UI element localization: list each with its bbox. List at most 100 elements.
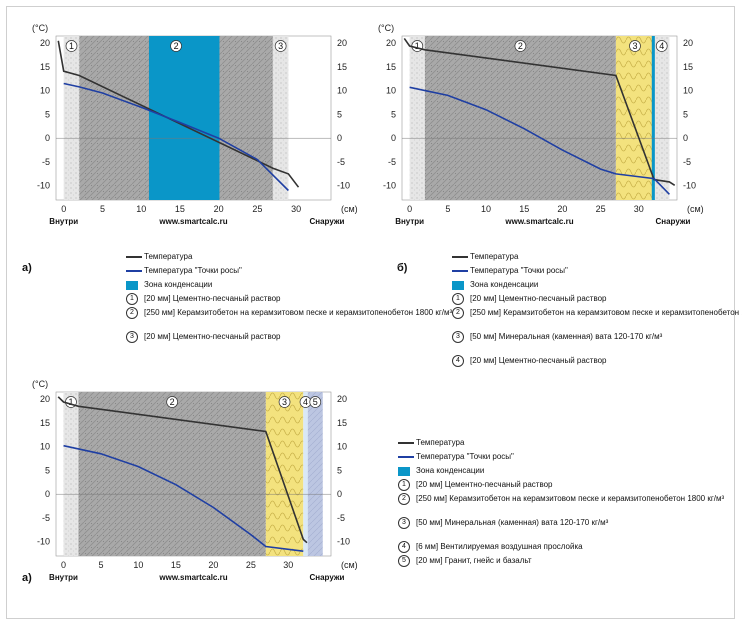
legend-item: 2 [250 мм] Керамзитобетон на керамзитовом… bbox=[126, 306, 452, 330]
legend-text: [20 мм] Цементно-песчаный раствор bbox=[416, 480, 553, 489]
panel-label-a-bottom: а) bbox=[22, 572, 32, 584]
legend-text: Температура bbox=[470, 252, 519, 261]
site-label: www.smartcalc.ru bbox=[504, 217, 573, 226]
layer-marker-1: 1 bbox=[65, 40, 78, 52]
legend-item: Температура "Точки росы" bbox=[126, 264, 351, 278]
legend-item: 3 [20 мм] Цементно-песчаный раствор bbox=[126, 330, 351, 344]
legend-item: 1 [20 мм] Цементно-песчаный раствор bbox=[398, 478, 728, 492]
y-tick-right: 15 bbox=[337, 62, 347, 72]
legend-text: Температура "Точки росы" bbox=[144, 266, 242, 275]
legend-item: 5 [20 мм] Гранит, гнейс и базальт bbox=[398, 554, 728, 568]
layer-number: 4 bbox=[303, 397, 308, 407]
y-tick-right: 10 bbox=[337, 86, 347, 96]
legend-number-icon: 1 bbox=[398, 479, 410, 491]
layer-marker-3: 3 bbox=[274, 40, 287, 52]
legend-number-icon: 1 bbox=[126, 293, 138, 305]
dew-point-line bbox=[409, 86, 670, 195]
x-tick: 25 bbox=[246, 560, 256, 570]
y-tick-right: 15 bbox=[683, 62, 693, 72]
y-axis-unit-label: (°C) bbox=[32, 379, 48, 389]
legend-text: [20 мм] Цементно-песчаный раствор bbox=[144, 294, 281, 303]
y-tick-left: 20 bbox=[386, 38, 396, 48]
layer-marker-3: 3 bbox=[629, 40, 641, 52]
dew-point-line bbox=[63, 444, 304, 552]
x-tick: 15 bbox=[175, 204, 185, 214]
legend-item: Температура bbox=[452, 250, 722, 264]
y-tick-right: 20 bbox=[337, 394, 347, 404]
legend-item: Температура bbox=[126, 250, 351, 264]
legend-text: [20 мм] Гранит, гнейс и базальт bbox=[416, 556, 532, 565]
legend-number-icon: 3 bbox=[126, 331, 138, 343]
legend-number-icon: 4 bbox=[452, 355, 464, 367]
legend-item: 2 [250 мм] Керамзитобетон на керамзитовом… bbox=[398, 492, 728, 516]
legend-text: Температура "Точки росы" bbox=[416, 452, 514, 461]
legend-number-icon: 5 bbox=[398, 555, 410, 567]
legend-swatch-line bbox=[452, 256, 468, 258]
x-tick: 25 bbox=[596, 204, 606, 214]
chart-panel-b-top: 1 2 3 4 20 20 15 15 10 10 5 5 0 0 -5 -5 -10 -10 0 5 10 15 20 25… bbox=[378, 23, 704, 226]
y-tick-left: 15 bbox=[40, 418, 50, 428]
y-tick-left: -5 bbox=[388, 157, 396, 167]
x-tick: 15 bbox=[171, 560, 181, 570]
layer-3 bbox=[272, 36, 289, 200]
y-tick-right: 5 bbox=[683, 109, 688, 119]
y-tick-right: 10 bbox=[683, 86, 693, 96]
y-tick-right: 0 bbox=[683, 133, 688, 143]
y-tick-left: 15 bbox=[40, 62, 50, 72]
y-tick-left: 10 bbox=[40, 442, 50, 452]
legend-text: [50 мм] Минеральная (каменная) вата 120-… bbox=[470, 332, 663, 341]
legend-text: [250 мм] Керамзитобетон на керамзитовом … bbox=[144, 308, 453, 317]
y-tick-left: 5 bbox=[45, 465, 50, 475]
panel-label-a-top: а) bbox=[22, 262, 32, 274]
x-tick: 5 bbox=[98, 560, 103, 570]
legend-item: 3 [50 мм] Минеральная (каменная) вата 120… bbox=[452, 330, 722, 354]
legend-text: [20 мм] Цементно-песчаный раствор bbox=[144, 332, 281, 341]
legend-number-icon: 2 bbox=[126, 307, 138, 319]
x-tick: 30 bbox=[291, 204, 301, 214]
inside-label: Внутри bbox=[49, 573, 78, 582]
legend-number-icon: 1 bbox=[452, 293, 464, 305]
x-axis-unit-label: (см) bbox=[341, 204, 358, 214]
x-axis-unit-label: (см) bbox=[687, 204, 704, 214]
legend-text: [250 мм] Керамзитобетон на керамзитовом … bbox=[470, 308, 742, 317]
x-tick: 10 bbox=[136, 204, 146, 214]
legend-item: Температура bbox=[398, 436, 728, 450]
y-tick-right: 5 bbox=[337, 109, 342, 119]
temperature-line bbox=[403, 37, 676, 186]
legend-number-icon: 2 bbox=[452, 307, 464, 319]
legend-text: [20 мм] Цементно-песчаный раствор bbox=[470, 356, 607, 365]
legend-item: Зона конденсации bbox=[452, 278, 722, 292]
legend-number-icon: 3 bbox=[398, 517, 410, 529]
layer-3 bbox=[615, 36, 655, 200]
y-tick-left: 20 bbox=[40, 38, 50, 48]
x-tick: 5 bbox=[100, 204, 105, 214]
legend-item: 4 [20 мм] Цементно-песчаный раствор bbox=[452, 354, 722, 368]
legend-swatch-box bbox=[398, 467, 410, 476]
layer-number: 1 bbox=[69, 41, 74, 51]
x-tick: 0 bbox=[407, 204, 412, 214]
legend-item: Зона конденсации bbox=[398, 464, 728, 478]
x-tick: 10 bbox=[133, 560, 143, 570]
legend-text: [20 мм] Цементно-песчаный раствор bbox=[470, 294, 607, 303]
layer-marker-3: 3 bbox=[278, 396, 291, 408]
site-label: www.smartcalc.ru bbox=[158, 217, 227, 226]
y-tick-left: -5 bbox=[42, 513, 50, 523]
layer-2 bbox=[424, 36, 616, 200]
x-tick: 30 bbox=[634, 204, 644, 214]
layer-number: 3 bbox=[278, 41, 283, 51]
legend-item: 4 [6 мм] Вентилируемая воздушная прослойк… bbox=[398, 540, 728, 554]
legend-number-icon: 2 bbox=[398, 493, 410, 505]
y-tick-left: -10 bbox=[383, 181, 396, 191]
legend-swatch-line bbox=[398, 442, 414, 444]
legend-swatch-line bbox=[126, 256, 142, 258]
legend-swatch-line bbox=[398, 456, 414, 458]
layer-5 bbox=[307, 392, 323, 556]
y-tick-right: 20 bbox=[337, 38, 347, 48]
inside-label: Внутри bbox=[49, 217, 78, 226]
y-tick-right: -5 bbox=[337, 513, 345, 523]
legend-text: Температура bbox=[416, 438, 465, 447]
panel-label-b-top: б) bbox=[397, 262, 408, 274]
y-tick-right: 20 bbox=[683, 38, 693, 48]
y-tick-left: 10 bbox=[40, 86, 50, 96]
